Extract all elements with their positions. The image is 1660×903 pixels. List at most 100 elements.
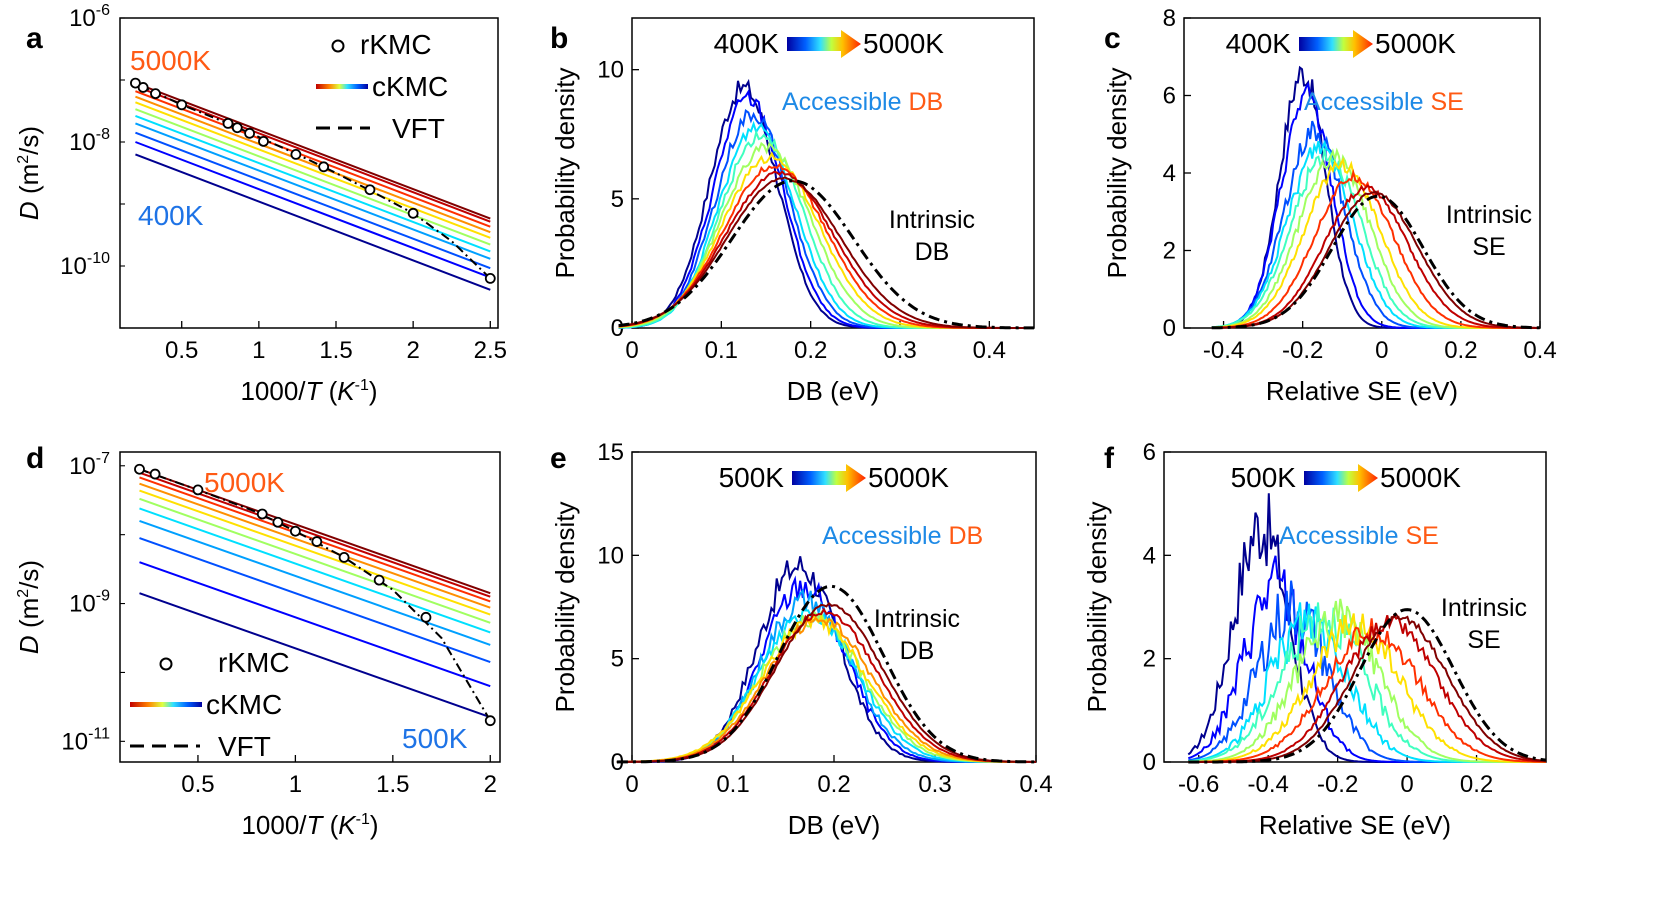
colorbar-arrow	[1304, 464, 1378, 492]
accessible-label: Accessible DB	[822, 522, 983, 550]
rkmc-point	[420, 611, 432, 623]
label-high-T: 5000K	[204, 467, 285, 498]
x-tick-label: 0.2	[1460, 771, 1493, 798]
legend-ckmc-label: cKMC	[206, 689, 282, 720]
x-tick-label: 0.3	[918, 771, 951, 798]
ckmc-line	[139, 497, 491, 624]
accessible-label: Accessible SE	[1279, 522, 1439, 550]
panel-a: 0.5 1 1.5 2 2.5 10-10 10-8 10-6 1000/T (K-1) D (m…	[14, 2, 507, 406]
colorbar-arrow	[787, 30, 861, 58]
colorbar-from-label: 500K	[1231, 462, 1297, 493]
rkmc-point	[192, 484, 204, 496]
x-axis-label: DB (eV)	[787, 376, 879, 406]
x-tick-label: 0	[1375, 337, 1388, 364]
panel-f: -0.6 -0.4 -0.2 0 0.2 0 2 4 6 Relative SE (eV) Prob…	[1082, 439, 1547, 840]
panel-label: b	[550, 22, 568, 55]
y-tick-label: 5	[611, 646, 624, 673]
rkmc-point	[364, 184, 376, 196]
ckmc-line	[135, 85, 491, 223]
y-tick-label: 6	[1163, 83, 1176, 110]
ckmc-line	[135, 115, 491, 253]
x-tick-label: 0	[625, 771, 638, 798]
rkmc-point	[272, 516, 284, 528]
x-tick-label: 1.5	[319, 337, 352, 364]
intrinsic-curve	[618, 179, 1034, 330]
density-curve	[618, 169, 1034, 329]
intrinsic-label-line1: Intrinsic	[874, 605, 960, 633]
rkmc-point	[222, 118, 234, 129]
y-tick-label: 15	[597, 439, 624, 466]
ckmc-line	[135, 90, 491, 228]
y-tick-label: 10-11	[61, 725, 110, 755]
x-tick-label: 0.2	[1444, 337, 1477, 364]
colorbar-from-label: 400K	[714, 28, 780, 59]
axes-frame	[631, 451, 1037, 763]
intrinsic-label-line2: SE	[1472, 233, 1505, 261]
rkmc-point	[150, 88, 161, 100]
y-tick-label: 4	[1143, 542, 1156, 569]
colorbar-to-label: 5000K	[1375, 28, 1456, 59]
colorbar-arrow	[792, 464, 866, 492]
label-high-T: 5000K	[130, 45, 211, 76]
density-curve	[616, 609, 1036, 763]
y-tick-label: 2	[1163, 238, 1176, 265]
rkmc-point	[311, 536, 323, 547]
y-tick-label: 10-9	[69, 588, 110, 618]
x-tick-label: 2.5	[474, 337, 507, 364]
ckmc-line	[135, 82, 491, 220]
colorbar-to-label: 5000K	[1380, 462, 1461, 493]
legend-vft-label: VFT	[218, 731, 271, 762]
y-axis-label: Probability density	[1102, 68, 1132, 279]
rkmc-point	[256, 508, 268, 520]
x-tick-label: 0.4	[1019, 771, 1052, 798]
ckmc-line	[135, 141, 491, 279]
panel-label: f	[1104, 442, 1115, 475]
density-curve	[1188, 618, 1547, 763]
density-curve	[616, 588, 1036, 763]
x-tick-label: 2	[484, 771, 497, 798]
ckmc-line	[139, 468, 491, 595]
density-curve	[616, 607, 1037, 763]
y-tick-label: 0	[1163, 315, 1176, 342]
intrinsic-label-line1: Intrinsic	[1441, 594, 1527, 622]
y-axis-label: Probability density	[550, 502, 580, 713]
x-tick-label: -0.4	[1248, 771, 1289, 798]
y-tick-label: 10-6	[69, 2, 110, 32]
y-tick-label: 10	[597, 542, 624, 569]
density-curve	[616, 614, 1036, 763]
rkmc-point	[176, 99, 188, 111]
legend-vft-label: VFT	[392, 113, 445, 144]
x-tick-label: 0.2	[817, 771, 850, 798]
legend-rkmc-label: rKMC	[218, 647, 290, 678]
rkmc-point	[290, 148, 302, 160]
ckmc-line	[139, 537, 491, 664]
density-curve	[616, 601, 1036, 763]
rkmc-point	[149, 468, 161, 480]
y-tick-label: 4	[1163, 160, 1176, 187]
x-tick-label: 0	[625, 337, 638, 364]
y-tick-label: 5	[611, 186, 624, 213]
axes-frame	[631, 17, 1035, 329]
intrinsic-curve	[1211, 194, 1541, 330]
ckmc-line	[135, 101, 491, 239]
colorbar-from-label: 400K	[1226, 28, 1292, 59]
panel-c: -0.4 -0.2 0 0.2 0.4 0 2 4 6 8 Relative SE (eV) Prob…	[1102, 5, 1557, 406]
legend-ckmc-label: cKMC	[372, 71, 448, 102]
accessible-label: Accessible DB	[782, 88, 943, 116]
rkmc-point	[407, 207, 419, 219]
x-tick-label: -0.4	[1203, 337, 1244, 364]
intrinsic-label-line2: DB	[915, 238, 950, 266]
x-tick-label: 0.4	[1523, 337, 1556, 364]
axes-frame	[119, 451, 501, 763]
y-tick-label: 10	[597, 57, 624, 84]
intrinsic-label-line2: SE	[1467, 626, 1500, 654]
legend-ckmc-swatch	[130, 702, 202, 707]
panel-d: 0.5 1 1.5 2 10-11 10-9 10-7 1000/T (K-1) D (m2/s…	[14, 442, 501, 840]
ckmc-line	[135, 153, 491, 291]
rkmc-point	[244, 127, 256, 139]
y-tick-label: 10-8	[69, 126, 110, 156]
rkmc-point	[130, 77, 141, 89]
x-tick-label: 0.5	[181, 771, 214, 798]
y-axis-label: D (m2/s)	[14, 126, 44, 220]
